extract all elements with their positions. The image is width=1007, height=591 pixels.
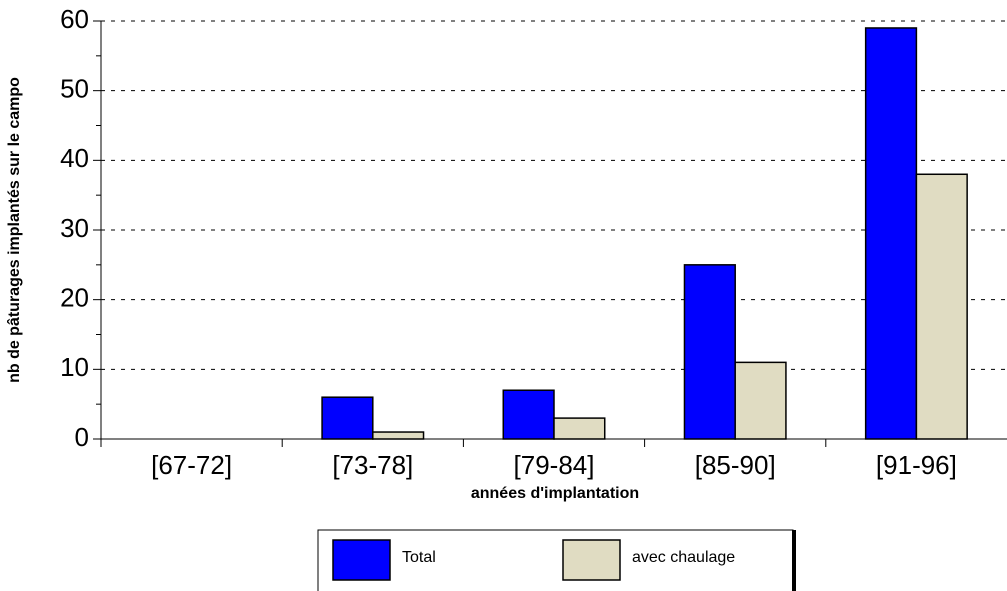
- y-tick-label: 20: [60, 283, 89, 313]
- y-tick-label: 60: [60, 4, 89, 34]
- x-tick-label: [73-78]: [332, 450, 413, 480]
- y-axis-label: nb de pâturages implantés sur le campo: [6, 77, 23, 383]
- x-tick-label: [85-90]: [695, 450, 776, 480]
- legend-swatch: [332, 539, 391, 581]
- bar: [864, 27, 918, 440]
- legend: [317, 529, 796, 591]
- legend-label: avec chaulage: [632, 549, 735, 566]
- y-tick-label: 50: [60, 74, 89, 104]
- legend-label: Total: [402, 549, 436, 566]
- x-axis-label: années d'implantation: [471, 485, 639, 502]
- y-tick-label: 30: [60, 213, 89, 243]
- legend-box: [317, 529, 794, 591]
- legend-swatch: [562, 539, 621, 581]
- bar: [683, 264, 736, 440]
- bar: [553, 417, 606, 440]
- bar: [372, 431, 425, 440]
- y-tick-label: 10: [60, 352, 89, 382]
- x-tick-label: [91-96]: [876, 450, 957, 480]
- bar: [734, 361, 787, 440]
- bar: [321, 396, 374, 440]
- y-tick-label: 0: [75, 422, 89, 452]
- bar: [915, 173, 968, 440]
- x-tick-label: [79-84]: [514, 450, 595, 480]
- x-tick-label: [67-72]: [151, 450, 232, 480]
- bar: [502, 389, 555, 440]
- y-tick-label: 40: [60, 143, 89, 173]
